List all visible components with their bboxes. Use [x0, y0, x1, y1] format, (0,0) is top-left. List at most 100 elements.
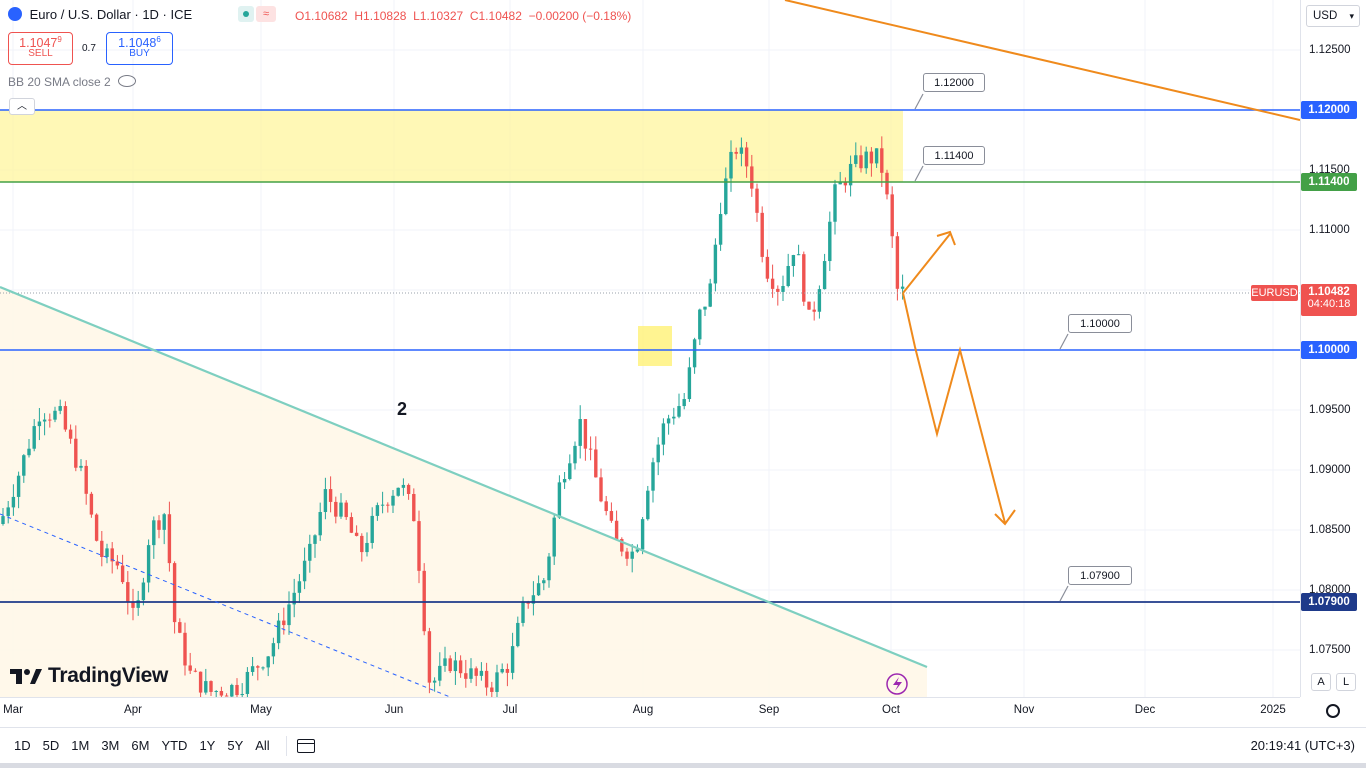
buy-button[interactable]: 1.10486 BUY [106, 32, 173, 65]
timeframe-3m[interactable]: 3M [101, 738, 120, 753]
ohlc-change: −0.00200 (−0.18%) [528, 9, 632, 23]
orange-trendline [784, 0, 1300, 121]
bottom-toolbar: 1D 5D 1M 3M 6M YTD 1Y 5Y All 20:19:41 (U… [0, 727, 1366, 763]
candle-body [594, 449, 598, 478]
timeframe-1d[interactable]: 1D [14, 738, 31, 753]
chart-pane[interactable] [0, 0, 1300, 697]
candle-body [614, 520, 619, 540]
candle-body [516, 622, 520, 647]
candle-body [604, 501, 608, 512]
candle-body [490, 687, 494, 692]
projection-down-path [902, 292, 1006, 524]
timeframe-1m[interactable]: 1M [71, 738, 90, 753]
ohlc-close: C1.10482 [469, 9, 522, 23]
callout-1-12000[interactable]: 1.12000 [923, 73, 985, 92]
candle-body [869, 151, 874, 164]
price-tick: 1.12500 [1309, 44, 1351, 56]
timeframe-1y[interactable]: 1Y [199, 738, 216, 753]
currency-selector[interactable]: USD ▾ [1306, 5, 1360, 27]
candle-body [136, 600, 140, 608]
chevron-up-icon: ︿ [17, 101, 27, 112]
candle-body [698, 309, 702, 340]
candle-body [209, 681, 213, 692]
price-label-1-10000: 1.10000 [1301, 341, 1357, 359]
candle-body [864, 151, 868, 169]
brand-text: TradingView [48, 664, 169, 687]
candle-body [438, 665, 442, 681]
candle-body [432, 680, 437, 683]
time-scale[interactable]: Mar Apr May Jun Jul Aug Sep Oct Nov Dec … [0, 697, 1300, 727]
candle-body [406, 484, 411, 494]
candle-body [531, 595, 536, 604]
candle-body [105, 548, 109, 557]
candle-body [583, 419, 588, 449]
time-tick: Apr [124, 704, 142, 716]
price-tick: 1.09500 [1309, 404, 1351, 416]
wave-label[interactable]: 2 [397, 399, 408, 419]
callout-1-10000[interactable]: 1.10000 [1068, 314, 1132, 333]
collapse-legend-button[interactable]: ︿ [9, 98, 35, 115]
timeframe-6m[interactable]: 6M [131, 738, 150, 753]
candle-body [890, 194, 894, 237]
clock-readout[interactable]: 20:19:41 (UTC+3) [1250, 738, 1355, 753]
indicator-legend[interactable]: BB 20 SMA close 2 [8, 75, 137, 89]
timeframe-ytd[interactable]: YTD [161, 738, 188, 753]
candle-body [167, 514, 172, 564]
candle-body [11, 496, 16, 508]
candle-body [240, 693, 244, 696]
candle-body [510, 646, 515, 673]
candle-body [313, 535, 317, 544]
candle-body [713, 244, 718, 284]
timeframe-5y[interactable]: 5Y [227, 738, 244, 753]
candle-body [308, 543, 312, 561]
header-buttons[interactable]: ≈ [238, 6, 276, 22]
candle-body [58, 406, 62, 411]
time-tick: Mar [3, 704, 23, 716]
time-tick: Jun [384, 704, 404, 716]
price-tick: 1.11000 [1309, 224, 1350, 236]
log-scale-button[interactable]: L [1336, 673, 1356, 691]
candle-body [536, 583, 541, 596]
timeframe-all[interactable]: All [255, 738, 270, 753]
candle-body [427, 631, 432, 683]
candle-body [360, 535, 364, 553]
callout-leader-1-11400 [914, 165, 924, 182]
callout-1-07900[interactable]: 1.07900 [1068, 566, 1132, 585]
price-label-1-07900: 1.07900 [1301, 593, 1357, 611]
candle-body [812, 309, 816, 312]
sell-button[interactable]: 1.10479 SELL [8, 32, 73, 65]
chart-settings-gear-icon[interactable] [1326, 704, 1340, 718]
candle-body [22, 455, 26, 476]
callout-1-11400[interactable]: 1.11400 [923, 146, 985, 165]
candle-body [802, 254, 806, 302]
tradingview-logo: TradingView [10, 664, 168, 688]
candle-body [84, 465, 88, 494]
candle-body [318, 512, 322, 536]
candles [1, 136, 905, 697]
candle-body [838, 182, 842, 185]
eye-toggle-icon[interactable] [238, 6, 254, 22]
indicator-wave-icon[interactable]: ≈ [256, 6, 276, 22]
candle-body [739, 147, 744, 154]
candle-body [843, 182, 848, 186]
candle-body [380, 504, 385, 506]
candle-body [48, 419, 52, 421]
timeframe-5d[interactable]: 5D [42, 738, 60, 753]
candle-body [250, 666, 255, 672]
candle-body [682, 399, 686, 407]
indicator-name: BB 20 SMA close 2 [8, 75, 111, 89]
currency-value: USD [1313, 10, 1338, 22]
candle-body [63, 406, 68, 430]
symbol-header[interactable]: Euro / U.S. Dollar · 1D · ICE [8, 7, 192, 22]
candle-body [568, 463, 572, 479]
time-tick: Sep [758, 704, 780, 716]
candle-body [297, 581, 302, 593]
candle-body [100, 540, 104, 557]
candle-body [183, 632, 187, 666]
hide-indicator-icon[interactable] [118, 75, 137, 87]
candle-body [292, 592, 296, 605]
auto-scale-button[interactable]: A [1311, 673, 1331, 691]
candle-body [287, 604, 291, 626]
date-range-calendar-icon[interactable] [296, 738, 315, 753]
candle-body [729, 151, 733, 179]
